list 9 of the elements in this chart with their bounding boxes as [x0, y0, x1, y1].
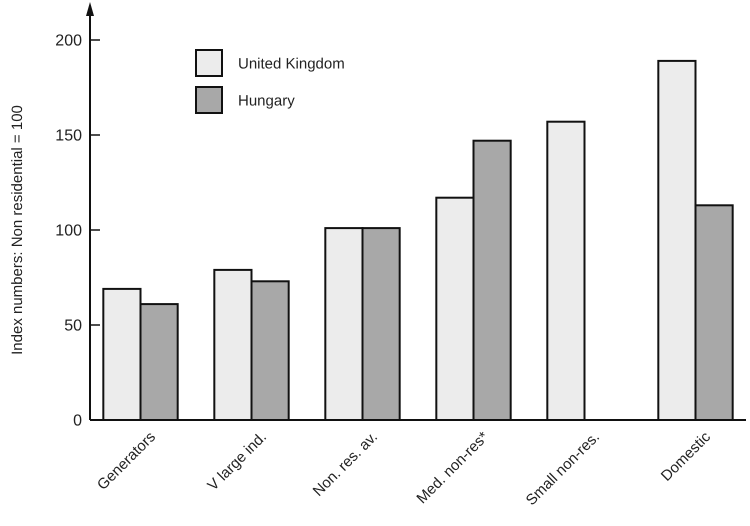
y-tick-label: 200: [55, 32, 82, 50]
y-axis-title: Index numbers: Non residential = 100: [9, 105, 26, 355]
y-tick-label: 50: [64, 318, 82, 335]
x-tick-label: Non. res. av.: [310, 428, 382, 500]
legend-label: United Kingdom: [238, 55, 345, 72]
legend-label: Hungary: [238, 92, 296, 110]
y-tick-label: 150: [55, 128, 82, 145]
y-tick-label: 100: [55, 222, 82, 240]
y-tick-label: 0: [73, 412, 82, 430]
